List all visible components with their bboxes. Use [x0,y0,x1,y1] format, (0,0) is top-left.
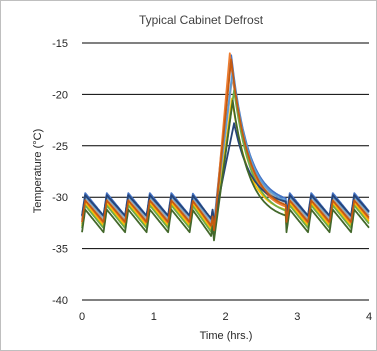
y-tick-label: -30 [52,192,68,204]
series-line-9 [81,58,370,231]
y-tick-label: -25 [52,141,68,153]
y-axis-label: Temperature (°C) [32,129,44,213]
x-tick-label: 2 [222,311,228,323]
grid-lines [82,42,369,301]
y-tick-label: -15 [52,38,68,50]
x-axis-label: Time (hrs.) [200,330,253,342]
x-tick-label: 1 [151,311,157,323]
y-tick-label: -35 [52,244,68,256]
y-tick-label: -20 [52,89,68,101]
x-tick-label: 4 [366,311,372,323]
chart-title: Typical Cabinet Defrost [139,13,264,27]
series-lines [81,52,370,242]
y-tick-label: -40 [52,295,68,307]
series-line-8 [81,99,370,242]
x-tick-labels: 0 1 2 3 4 [79,311,372,323]
x-tick-label: 3 [294,311,300,323]
x-tick-label: 0 [79,311,85,323]
y-tick-labels: -15 -20 -25 -30 -35 -40 [52,38,68,307]
